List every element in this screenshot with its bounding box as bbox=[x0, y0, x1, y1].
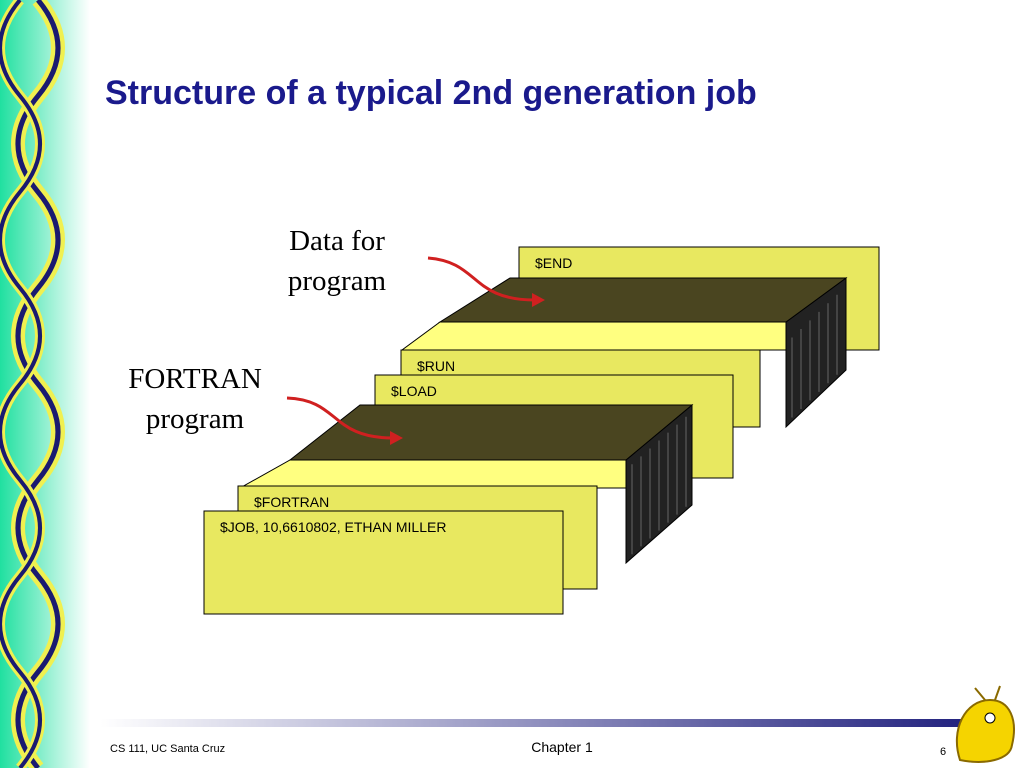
deck-stripes bbox=[631, 416, 687, 555]
card-deck bbox=[203, 246, 880, 615]
card-label: $JOB, 10,6610802, ETHAN MILLER bbox=[220, 519, 446, 535]
card-label: $RUN bbox=[417, 358, 455, 374]
deck-top bbox=[438, 277, 848, 323]
card-label: $FORTRAN bbox=[254, 494, 329, 510]
callout-text: FORTRAN bbox=[128, 363, 262, 395]
card bbox=[203, 510, 564, 615]
deck-band bbox=[400, 321, 787, 351]
page-number: 6 bbox=[940, 746, 946, 758]
card-label: $LOAD bbox=[391, 383, 437, 399]
card-label: $END bbox=[535, 255, 572, 271]
callout-text: program bbox=[146, 403, 245, 435]
left-border bbox=[0, 0, 90, 768]
deck-top bbox=[288, 404, 694, 461]
arrows bbox=[286, 256, 545, 445]
footer-center: Chapter 1 bbox=[531, 739, 593, 755]
mascot bbox=[955, 685, 1015, 763]
deck-band bbox=[238, 459, 627, 489]
callout-text: program bbox=[288, 265, 387, 297]
slide-title: Structure of a typical 2nd generation jo… bbox=[105, 74, 757, 112]
footer-left: CS 111, UC Santa Cruz bbox=[110, 743, 225, 755]
callout-text: Data for bbox=[289, 225, 385, 257]
footer-rule bbox=[100, 719, 1000, 727]
deck-stripes bbox=[791, 294, 838, 418]
